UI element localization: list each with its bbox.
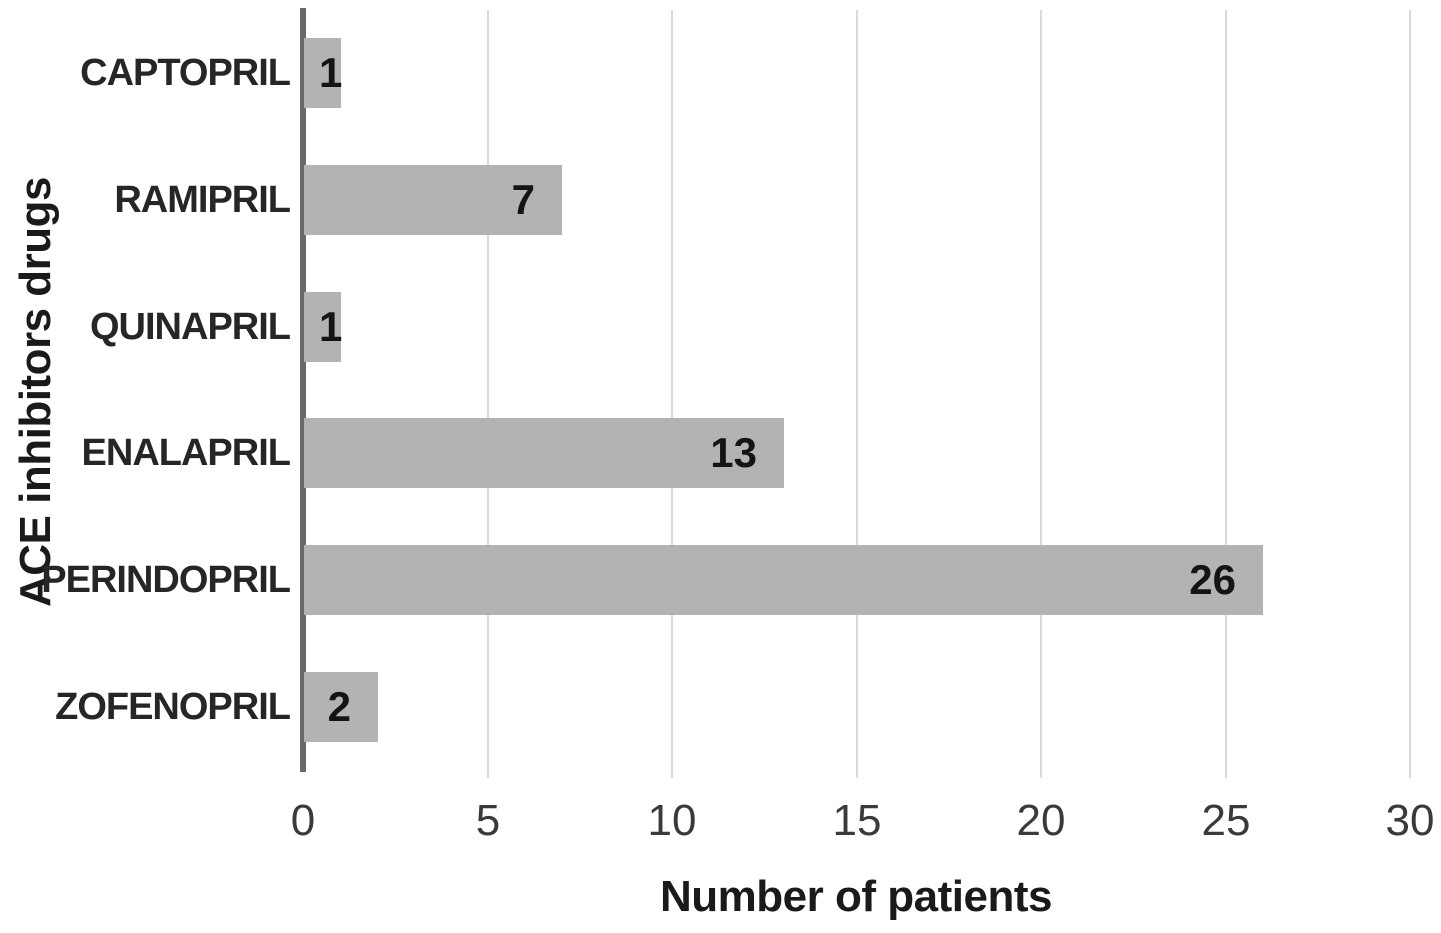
gridline-x-10 <box>671 10 673 778</box>
value-label-captopril: 1 <box>319 49 343 96</box>
gridline-x-25 <box>1225 10 1227 778</box>
category-label-ramipril: RAMIPRIL <box>114 179 291 221</box>
value-label-zofenopril: 2 <box>327 683 351 730</box>
x-tick-label-5: 5 <box>475 796 501 845</box>
bar-enalapril <box>304 418 784 488</box>
category-label-perindopril: PERINDOPRIL <box>41 559 291 601</box>
value-label-quinapril: 1 <box>319 303 343 350</box>
y-axis-line <box>300 8 306 772</box>
x-tick-label-15: 15 <box>832 796 882 845</box>
gridline-x-15 <box>856 10 858 778</box>
bar-captopril <box>304 38 341 108</box>
gridline-x-20 <box>1040 10 1042 778</box>
x-tick-label-0: 0 <box>290 796 316 845</box>
bar-quinapril <box>304 292 341 362</box>
gridline-x-30 <box>1409 10 1411 778</box>
bar-perindopril <box>304 545 1263 615</box>
bar-ramipril <box>304 165 562 235</box>
value-label-perindopril: 26 <box>1189 556 1236 603</box>
x-tick-label-30: 30 <box>1385 796 1435 845</box>
gridline-x-5 <box>487 10 489 778</box>
value-label-enalapril: 13 <box>710 429 757 476</box>
category-label-enalapril: ENALAPRIL <box>81 432 291 474</box>
x-tick-label-25: 25 <box>1201 796 1251 845</box>
x-axis-title: Number of patients <box>660 872 1052 921</box>
category-label-captopril: CAPTOPRIL <box>80 52 291 94</box>
bar-zofenopril <box>304 672 378 742</box>
y-axis-title-text: ACE inhibitors drugs <box>11 177 60 607</box>
category-label-zofenopril: ZOFENOPRIL <box>55 686 291 728</box>
x-tick-label-20: 20 <box>1016 796 1066 845</box>
category-label-quinapril: QUINAPRIL <box>90 306 291 348</box>
x-tick-label-10: 10 <box>647 796 697 845</box>
value-label-ramipril: 7 <box>511 176 535 223</box>
